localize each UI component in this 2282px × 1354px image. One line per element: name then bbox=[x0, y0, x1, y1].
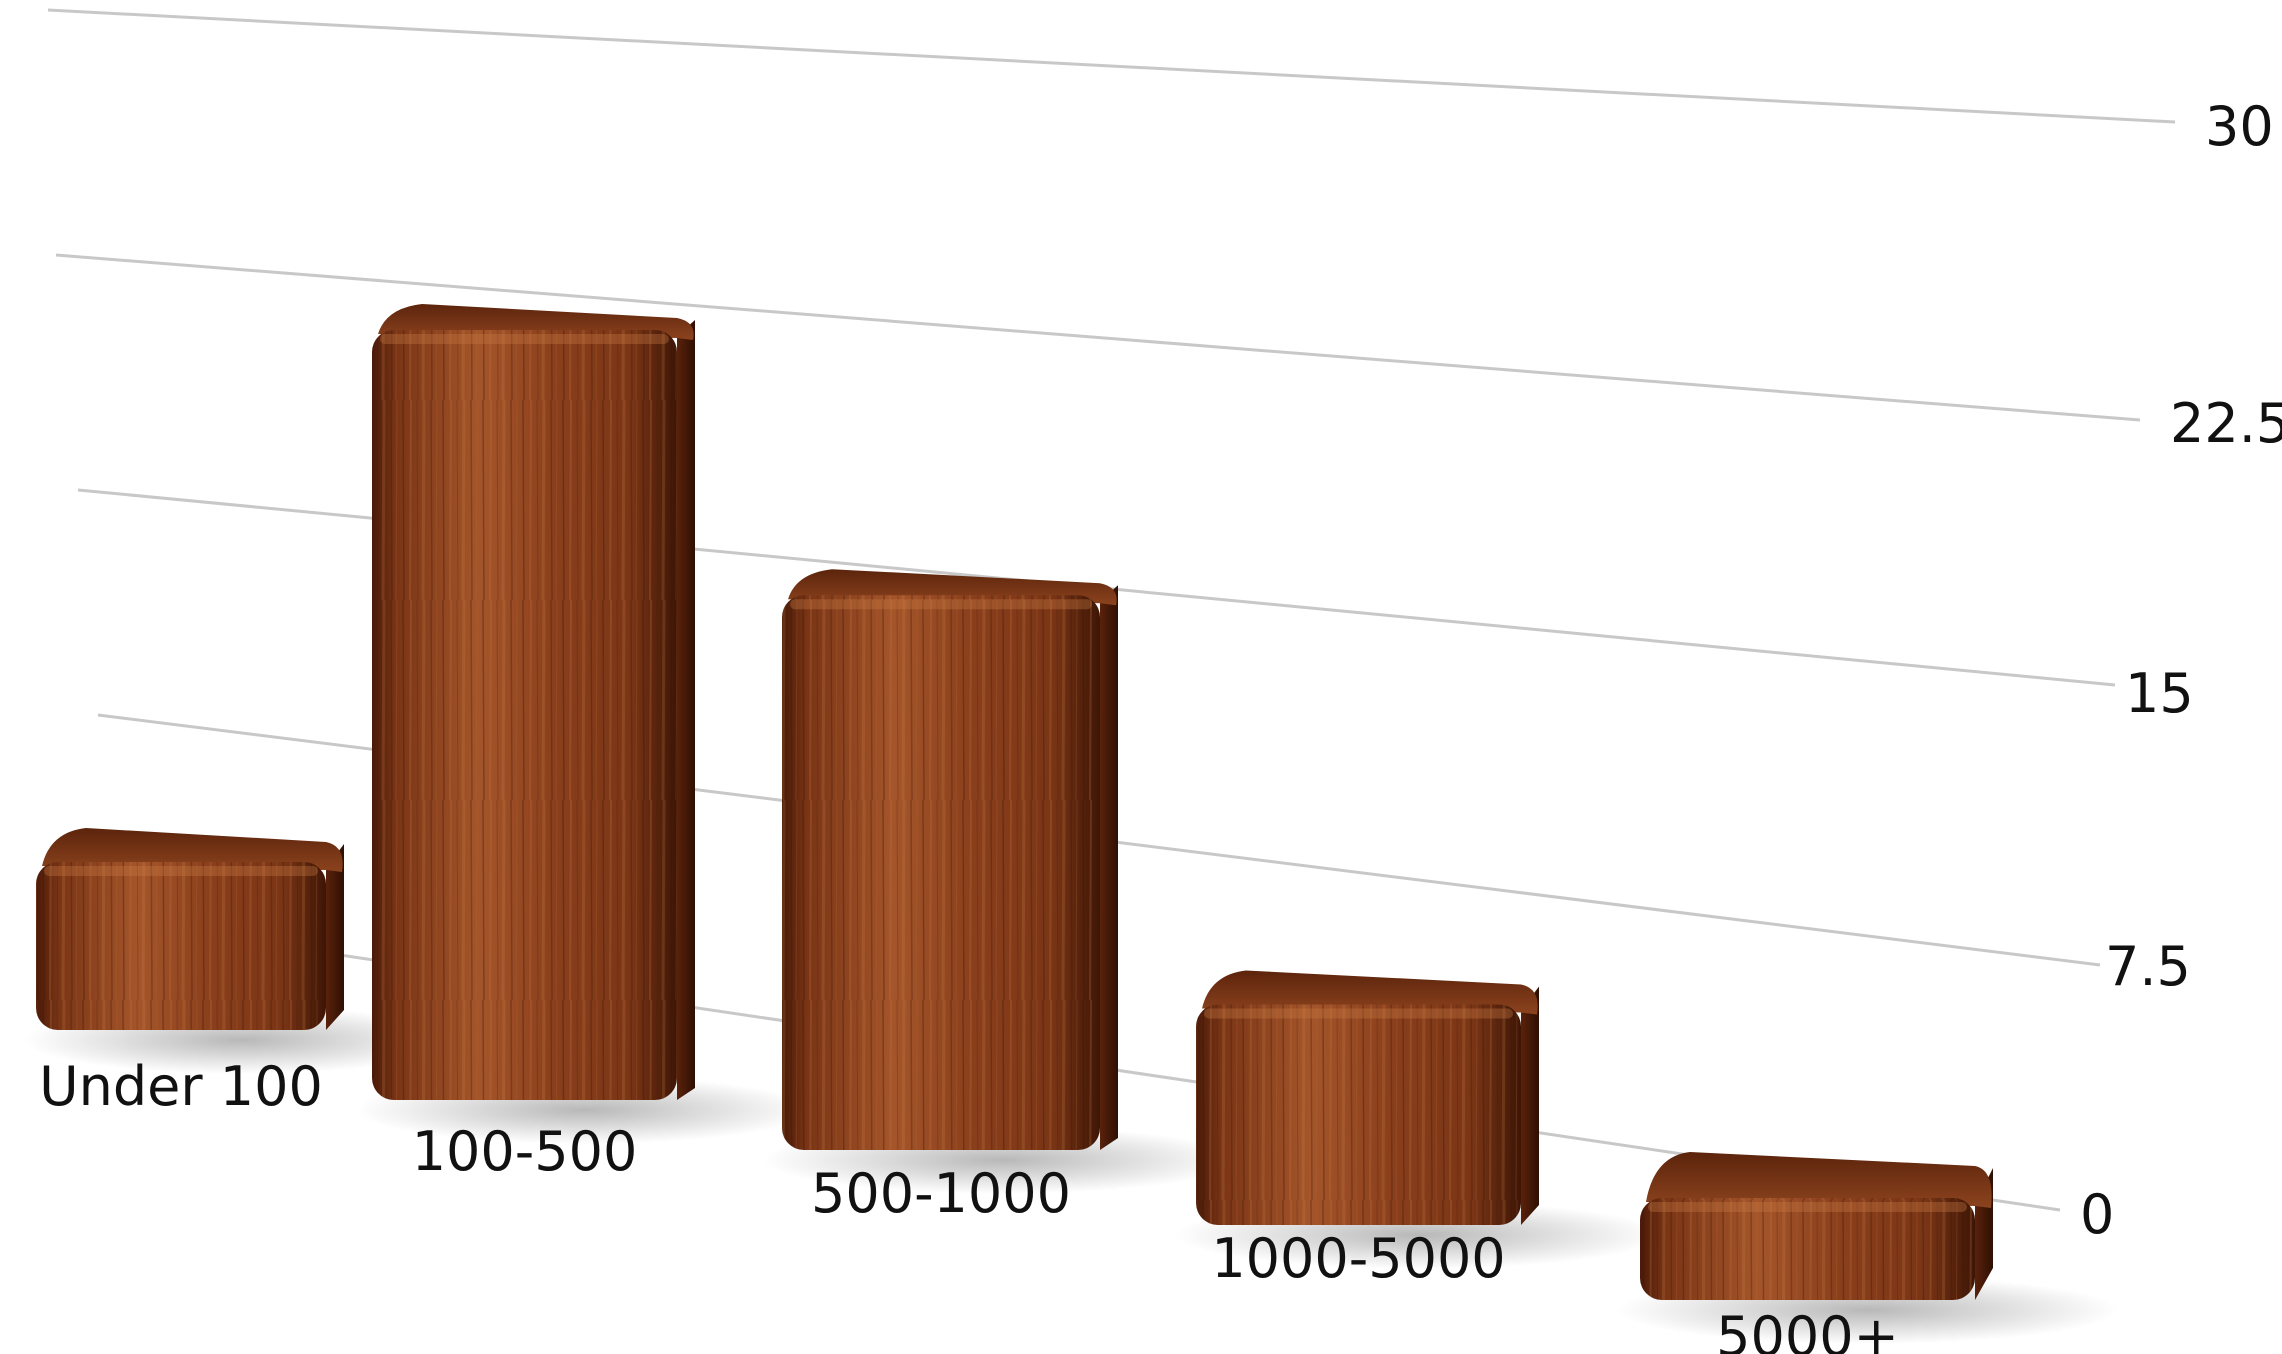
y-tick-label: 0 bbox=[2080, 1183, 2114, 1246]
bar-side-face bbox=[326, 844, 344, 1030]
bar-side-face bbox=[1100, 585, 1118, 1150]
x-category-label: 100-500 bbox=[412, 1120, 638, 1183]
bar-side-face bbox=[1521, 986, 1539, 1225]
y-tick-label: 15 bbox=[2125, 662, 2194, 725]
x-category-label: 500-1000 bbox=[811, 1162, 1071, 1225]
bar-wood-grain bbox=[372, 330, 677, 1100]
bar-100-500 bbox=[372, 304, 695, 1100]
bar-edge-highlight bbox=[1204, 1008, 1513, 1019]
bar-side-face bbox=[677, 320, 695, 1100]
category-labels: Under 100 100-500 500-1000 1000-5000 5000+ bbox=[39, 1055, 1899, 1354]
bars bbox=[36, 304, 1993, 1300]
bar-edge-highlight bbox=[44, 866, 318, 876]
bar-wood-grain bbox=[36, 862, 326, 1030]
bar-under-100 bbox=[36, 828, 344, 1030]
x-category-label: 1000-5000 bbox=[1211, 1227, 1505, 1290]
bar-edge-highlight bbox=[380, 334, 669, 344]
bar-wood-grain bbox=[1640, 1198, 1975, 1300]
x-category-label: 5000+ bbox=[1716, 1305, 1899, 1354]
y-tick-label: 30 bbox=[2205, 95, 2274, 158]
bar-edge-highlight bbox=[1648, 1202, 1967, 1212]
bar-top-face bbox=[1202, 970, 1538, 1015]
bar-wood-grain bbox=[782, 595, 1100, 1150]
bar-5000- bbox=[1640, 1152, 1993, 1300]
bar-wood-grain bbox=[1196, 1004, 1521, 1225]
bar-top-face bbox=[1646, 1152, 1992, 1208]
bar-1000-5000 bbox=[1196, 970, 1539, 1225]
bar-top-face bbox=[42, 828, 343, 872]
gridline-30 bbox=[47, 8, 2176, 124]
y-axis-ticks: 0 7.5 15 22.5 30 bbox=[2080, 95, 2282, 1246]
x-category-label: Under 100 bbox=[39, 1055, 323, 1118]
gridline-22.5 bbox=[55, 253, 2141, 422]
y-tick-label: 7.5 bbox=[2105, 935, 2191, 998]
bar-500-1000 bbox=[782, 569, 1118, 1150]
y-tick-label: 22.5 bbox=[2170, 392, 2282, 455]
bar-edge-highlight bbox=[790, 599, 1092, 610]
